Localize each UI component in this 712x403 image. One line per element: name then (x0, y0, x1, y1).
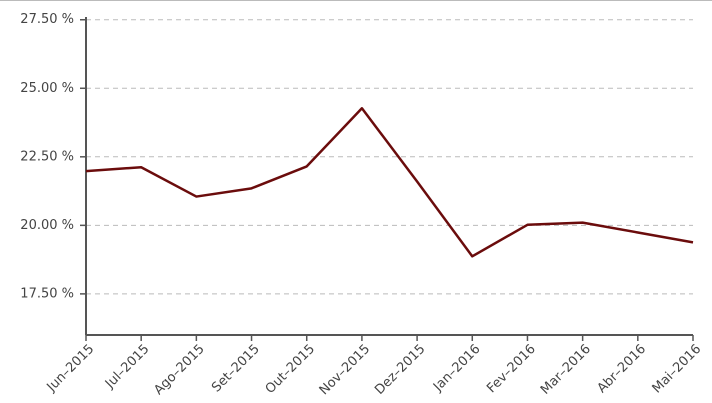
x-tick-label: Jun–2015 (44, 342, 98, 396)
x-tick-label: Mai–2016 (650, 342, 705, 397)
y-tick-label: 17.50 % (20, 286, 74, 301)
x-tick-label: Out–2015 (263, 342, 318, 397)
x-tick-label: Nov–2015 (317, 342, 374, 399)
x-tick-label: Jul–2015 (102, 342, 152, 392)
y-tick-label: 22.50 % (20, 149, 74, 164)
x-tick-label: Fev–2016 (484, 342, 538, 396)
x-tick-label: Ago–2015 (151, 342, 207, 398)
line-series (85, 107, 694, 258)
x-tick-label: Abr–2016 (595, 342, 650, 397)
x-tick-label: Mar–2016 (538, 342, 594, 398)
x-tick-label: Jan–2016 (430, 342, 483, 395)
y-tick-label: 27.50 % (20, 12, 74, 27)
y-tick-label: 20.00 % (20, 218, 74, 233)
y-tick-label: 25.00 % (20, 81, 74, 96)
x-tick-label: Dez–2015 (372, 342, 428, 398)
x-tick-label: Set–2015 (209, 342, 263, 396)
